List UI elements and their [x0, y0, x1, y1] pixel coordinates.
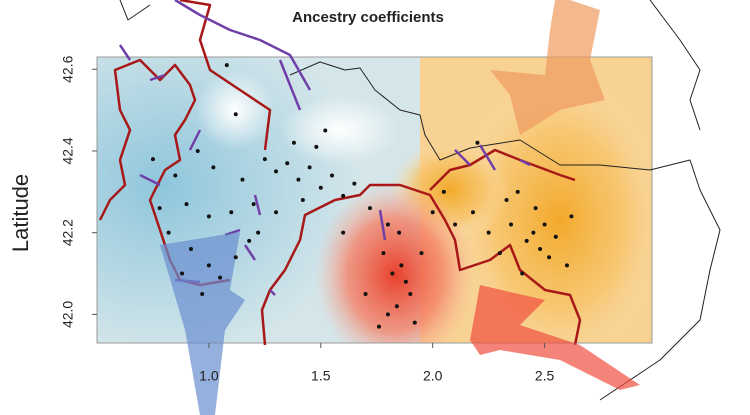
- plot-frame: [96, 56, 653, 344]
- sample-point: [515, 189, 520, 194]
- sample-point: [323, 128, 328, 133]
- sample-point: [394, 304, 399, 309]
- sample-point: [403, 279, 408, 284]
- sample-point: [385, 222, 390, 227]
- sample-point: [430, 210, 435, 215]
- sample-point: [188, 247, 193, 252]
- borders: [98, 0, 721, 401]
- sample-point: [497, 251, 502, 256]
- sample-point: [542, 222, 547, 227]
- y-tick-label: 42.0: [60, 301, 76, 328]
- sample-point: [150, 157, 155, 162]
- sample-point: [385, 312, 390, 317]
- sample-point: [533, 206, 538, 211]
- sample-point: [531, 230, 536, 235]
- sample-point: [224, 63, 229, 68]
- sample-point: [547, 255, 552, 260]
- sample-point: [251, 202, 256, 207]
- sample-point: [240, 177, 245, 182]
- sample-point: [520, 271, 525, 276]
- sample-point: [524, 238, 529, 243]
- x-tick-label: 1.5: [311, 368, 331, 384]
- sample-point: [256, 230, 261, 235]
- chart-title: Ancestry coefficients: [292, 9, 444, 26]
- sample-point: [553, 234, 558, 239]
- sample-point: [166, 230, 171, 235]
- sample-point: [408, 291, 413, 296]
- sample-point: [390, 271, 395, 276]
- sample-point: [412, 320, 417, 325]
- sample-point: [296, 177, 301, 182]
- sample-point: [341, 230, 346, 235]
- sample-point: [262, 157, 267, 162]
- sample-point: [157, 206, 162, 211]
- sample-point: [285, 161, 290, 166]
- sample-point: [180, 271, 185, 276]
- sample-point: [475, 140, 480, 145]
- sample-point: [233, 255, 238, 260]
- sample-point: [200, 291, 205, 296]
- y-tick-label: 42.4: [60, 137, 76, 164]
- sample-point: [381, 251, 386, 256]
- sample-point: [206, 263, 211, 268]
- sample-point: [509, 222, 514, 227]
- sample-point: [206, 214, 211, 219]
- y-axis-label: Latitude: [8, 174, 33, 252]
- sample-point: [368, 206, 373, 211]
- sample-point: [376, 324, 381, 329]
- sample-point: [218, 275, 223, 280]
- sample-point: [363, 291, 368, 296]
- sample-point: [195, 148, 200, 153]
- x-tick-label: 2.5: [535, 368, 555, 384]
- sample-point: [399, 263, 404, 268]
- x-tick-label: 2.0: [423, 368, 443, 384]
- sample-point: [341, 193, 346, 198]
- sample-point: [441, 189, 446, 194]
- sample-point: [486, 230, 491, 235]
- sample-point: [274, 169, 279, 174]
- arrows: [160, 0, 640, 415]
- sample-point: [233, 112, 238, 117]
- sample-point: [274, 210, 279, 215]
- sample-point: [504, 198, 509, 202]
- sample-point: [307, 165, 312, 170]
- sample-point: [247, 238, 252, 243]
- sample-point: [229, 210, 234, 215]
- sample-point: [184, 202, 189, 207]
- sample-point: [470, 210, 475, 215]
- sample-point: [352, 181, 357, 186]
- sample-point: [564, 263, 569, 268]
- x-tick-label: 1.0: [199, 368, 219, 384]
- y-tick-label: 42.2: [60, 219, 76, 246]
- sample-point: [453, 222, 458, 227]
- sample-point: [291, 140, 296, 145]
- sample-point: [173, 173, 178, 178]
- sample-point: [538, 247, 543, 252]
- sample-point: [314, 144, 319, 149]
- sample-point: [318, 185, 323, 190]
- sample-point: [211, 165, 216, 170]
- y-tick-label: 42.6: [60, 55, 76, 82]
- sample-point: [300, 198, 305, 202]
- sample-point: [569, 214, 574, 219]
- sample-point: [397, 230, 402, 235]
- sample-point: [419, 251, 424, 256]
- sample-point: [329, 173, 334, 178]
